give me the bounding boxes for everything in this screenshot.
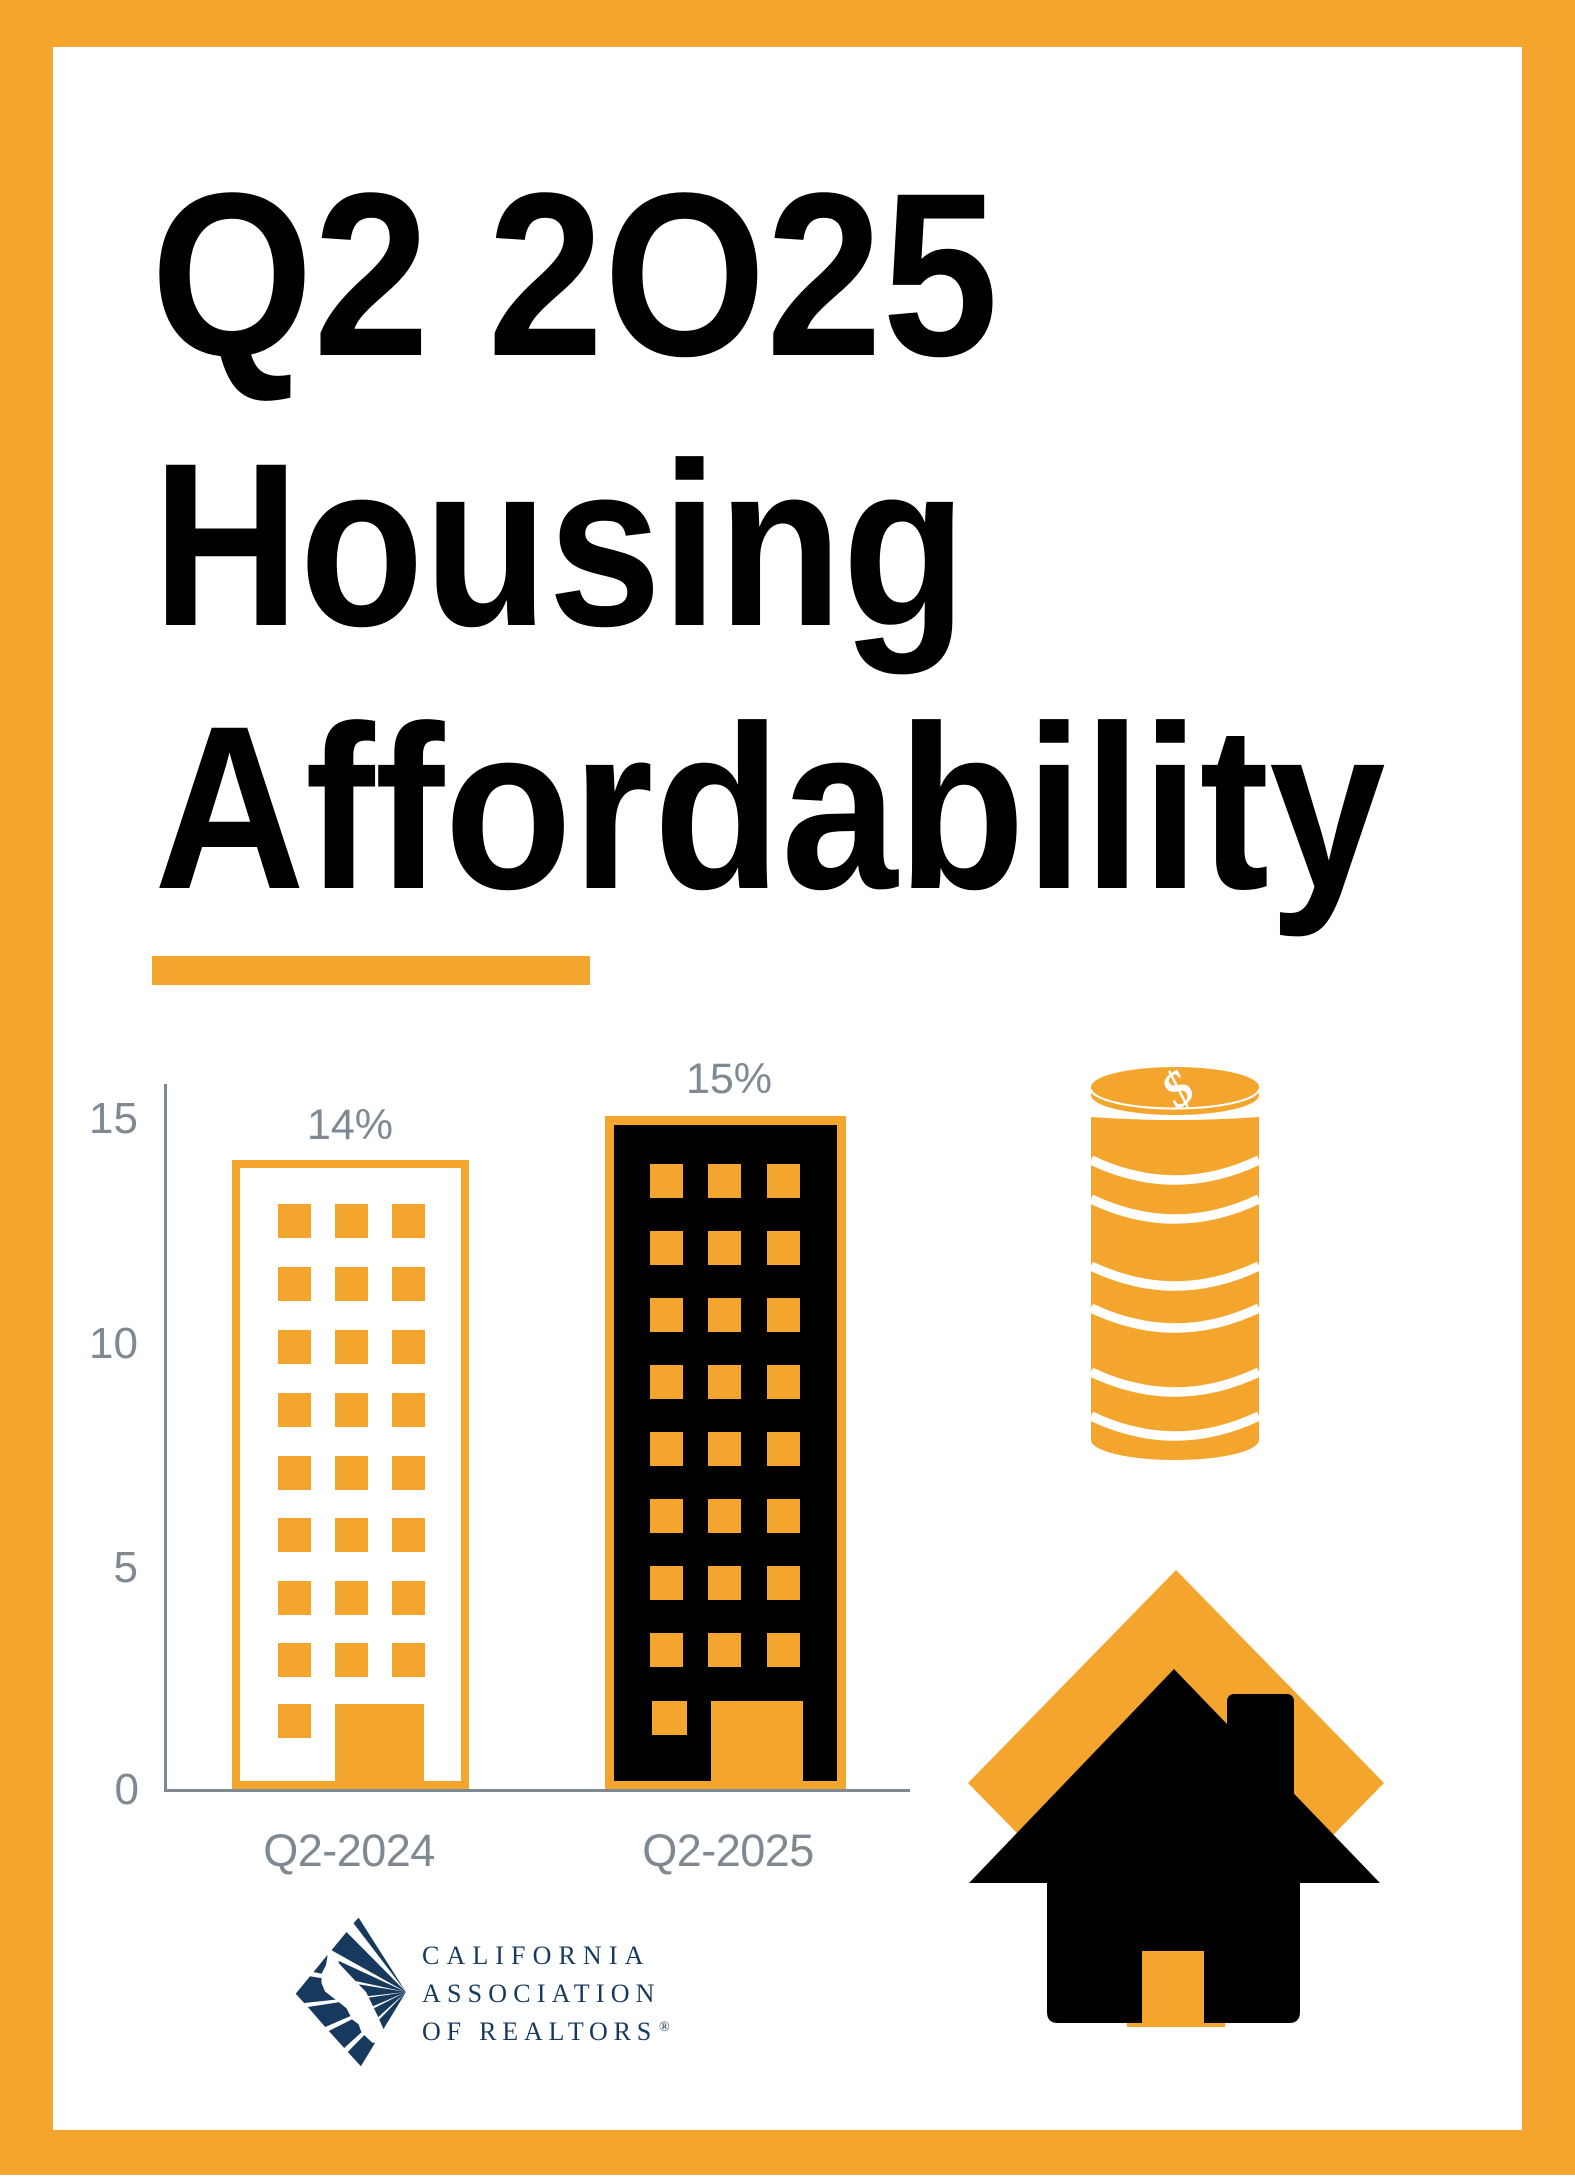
svg-text:14%: 14% xyxy=(307,1101,393,1149)
svg-text:10: 10 xyxy=(89,1319,138,1368)
svg-text:CALIFORNIA: CALIFORNIA xyxy=(422,1941,650,1970)
svg-text:Housing: Housing xyxy=(153,415,967,675)
svg-text:5: 5 xyxy=(114,1543,138,1592)
svg-text:Q2-2024: Q2-2024 xyxy=(263,1825,435,1876)
svg-text:®: ® xyxy=(659,2020,670,2035)
svg-text:0: 0 xyxy=(115,1765,139,1814)
svg-text:Q2 2O25: Q2 2O25 xyxy=(151,144,999,404)
svg-text:Affordability: Affordability xyxy=(154,678,1385,938)
svg-text:Q2-2025: Q2-2025 xyxy=(642,1825,814,1876)
svg-text:15%: 15% xyxy=(686,1055,772,1103)
svg-text:ASSOCIATION: ASSOCIATION xyxy=(422,1979,661,2008)
svg-text:15: 15 xyxy=(89,1094,138,1143)
svg-text:OF REALTORS: OF REALTORS xyxy=(422,2017,657,2046)
